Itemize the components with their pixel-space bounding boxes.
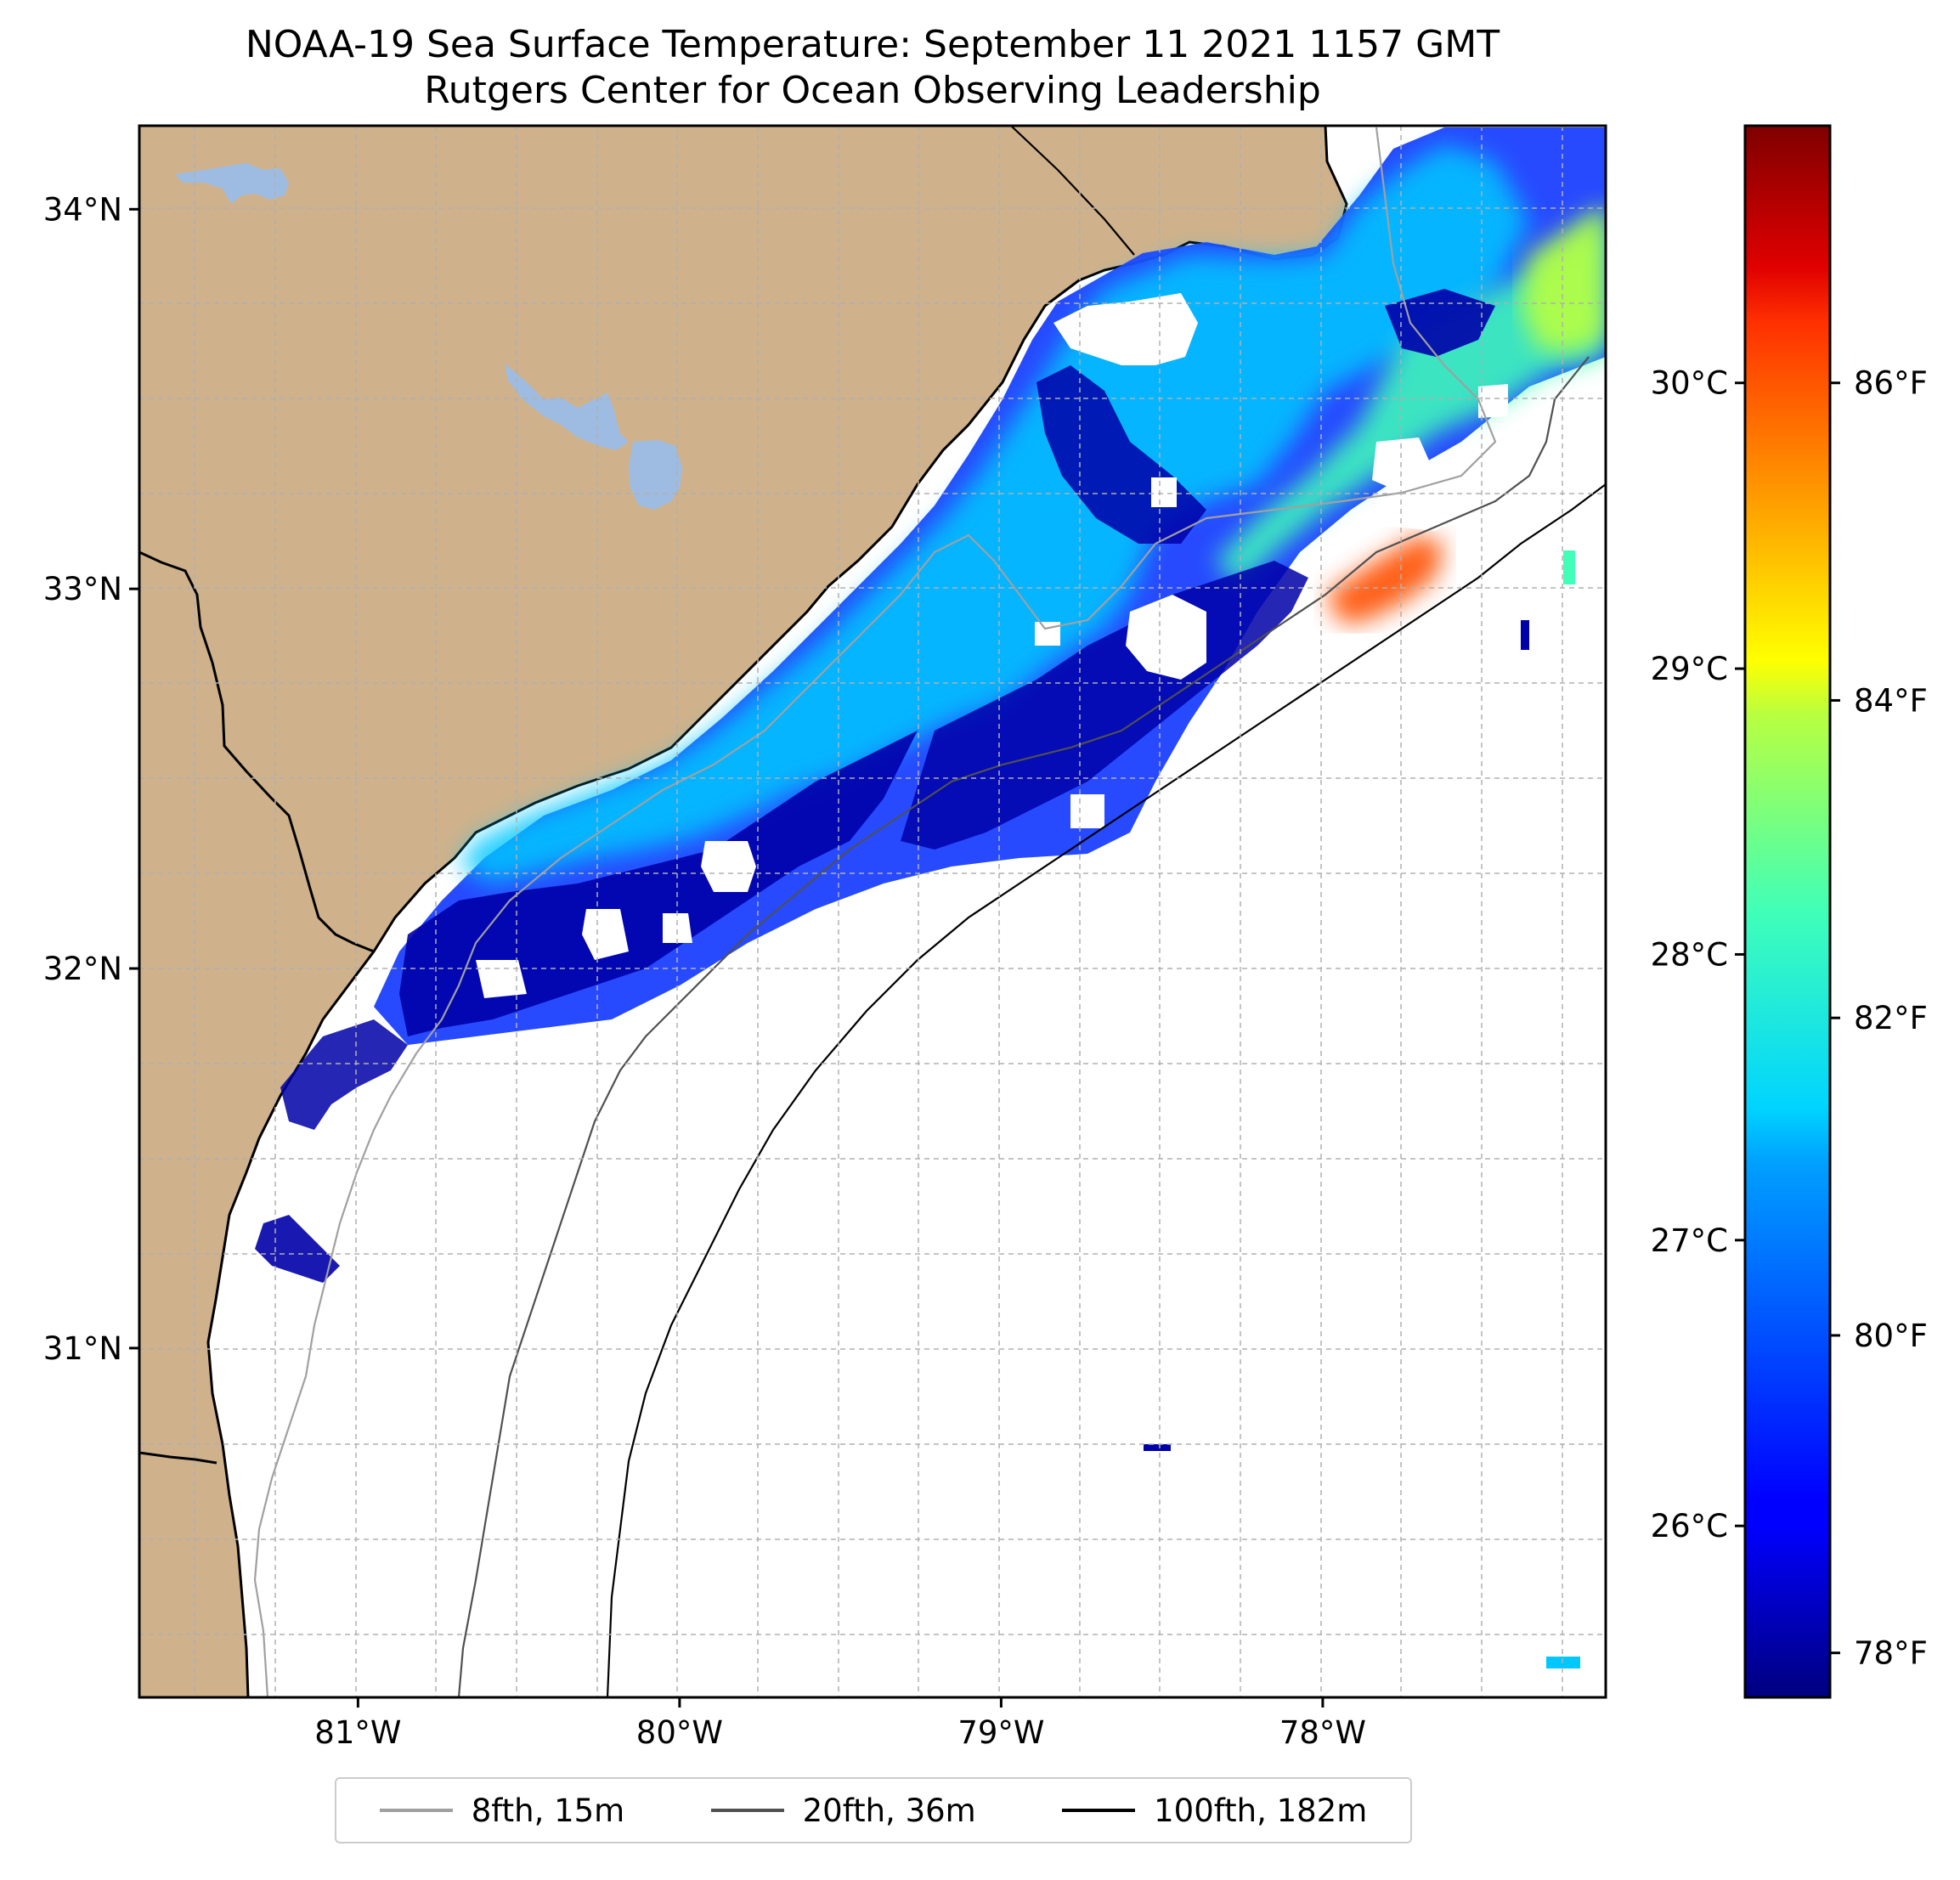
colorbar-f-label-2: 82°F bbox=[1854, 1000, 1928, 1036]
colorbar-f-label-4: 86°F bbox=[1854, 365, 1928, 402]
contour-20fth bbox=[457, 356, 1590, 1697]
lon-tick-label-2: 79°W bbox=[957, 1714, 1044, 1751]
colorbar-gradient bbox=[1745, 126, 1830, 1697]
map-frame bbox=[138, 124, 1607, 1699]
contour-100fth bbox=[606, 483, 1606, 1697]
colorbar: 26°C 27°C 28°C 29°C 30°C 78°F 80°F 82°F 84°F 86°… bbox=[1651, 124, 1928, 1699]
colorbar-f-label-3: 84°F bbox=[1854, 682, 1928, 719]
latitude-axis: 34°N 33°N 32°N 31°N bbox=[43, 191, 139, 1367]
lat-tick-label-1: 33°N bbox=[43, 571, 122, 607]
chart-title: NOAA-19 Sea Surface Temperature: Septemb… bbox=[139, 22, 1606, 114]
colorbar-c-label-4: 30°C bbox=[1651, 365, 1728, 402]
legend-item-20fth: 20fth, 36m bbox=[710, 1792, 976, 1829]
sst-data-field bbox=[255, 127, 1606, 1668]
lake-moultrie bbox=[629, 440, 682, 510]
northern-lake bbox=[175, 163, 289, 204]
lon-tick-label-3: 78°W bbox=[1279, 1714, 1366, 1751]
colorbar-f-label-0: 78°F bbox=[1854, 1635, 1928, 1672]
lon-tick-label-1: 80°W bbox=[636, 1714, 723, 1751]
colorbar-c-label-3: 29°C bbox=[1651, 651, 1728, 687]
colorbar-c-label-1: 27°C bbox=[1651, 1222, 1728, 1259]
legend-swatch-8fth bbox=[379, 1809, 453, 1812]
lat-tick-label-2: 32°N bbox=[43, 951, 122, 987]
legend-label-8fth: 8fth, 15m bbox=[471, 1792, 625, 1829]
contour-legend: 8fth, 15m 20fth, 36m 100fth, 182m bbox=[335, 1777, 1412, 1843]
legend-item-100fth: 100fth, 182m bbox=[1062, 1792, 1367, 1829]
colorbar-fahrenheit-axis: 78°F 80°F 82°F 84°F 86°F bbox=[1830, 365, 1928, 1672]
colorbar-c-label-2: 28°C bbox=[1651, 936, 1728, 973]
legend-label-20fth: 20fth, 36m bbox=[802, 1792, 976, 1829]
colorbar-c-label-0: 26°C bbox=[1651, 1508, 1728, 1544]
legend-swatch-100fth bbox=[1062, 1809, 1136, 1812]
lon-tick-label-0: 81°W bbox=[314, 1714, 401, 1751]
legend-swatch-20fth bbox=[710, 1809, 784, 1812]
legend-label-100fth: 100fth, 182m bbox=[1154, 1792, 1368, 1829]
longitude-axis: 81°W 80°W 79°W 78°W bbox=[314, 1697, 1366, 1751]
legend-item-8fth: 8fth, 15m bbox=[379, 1792, 625, 1829]
colorbar-celsius-axis: 26°C 27°C 28°C 29°C 30°C bbox=[1651, 365, 1745, 1544]
river-boundary-south bbox=[139, 1451, 217, 1465]
title-line-2: Rutgers Center for Ocean Observing Leade… bbox=[424, 69, 1321, 112]
map-panel bbox=[139, 126, 1606, 1697]
lat-tick-label-3: 31°N bbox=[43, 1330, 122, 1367]
gridlines bbox=[139, 126, 1606, 1697]
contour-8fth bbox=[253, 127, 1497, 1697]
state-boundary bbox=[1010, 126, 1135, 256]
title-line-1: NOAA-19 Sea Surface Temperature: Septemb… bbox=[245, 23, 1500, 66]
river-boundary bbox=[139, 550, 375, 953]
colorbar-f-label-1: 80°F bbox=[1854, 1318, 1928, 1354]
lat-tick-label-0: 34°N bbox=[43, 191, 122, 228]
colorbar-frame bbox=[1743, 124, 1832, 1699]
